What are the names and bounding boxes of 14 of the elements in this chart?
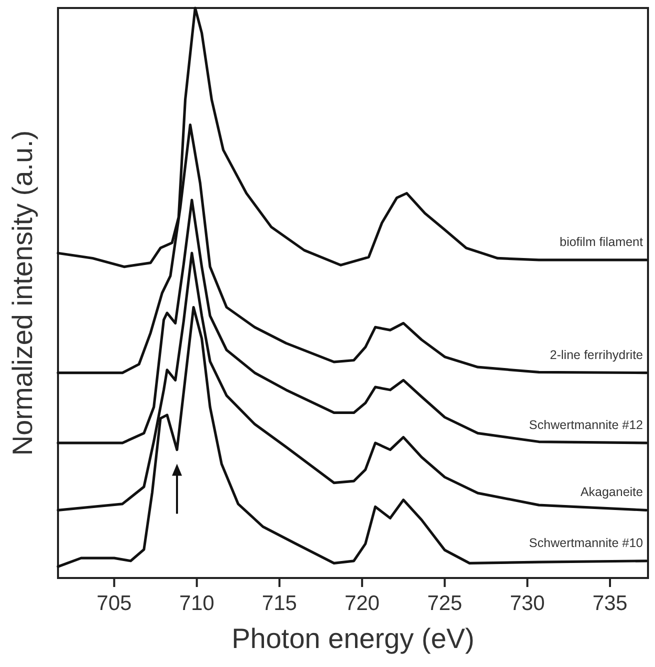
series-label: Akaganeite (580, 485, 644, 500)
y-axis-title: Normalized intensity (a.u.) (7, 130, 38, 456)
x-tick-label: 725 (427, 592, 462, 615)
x-tick-label: 720 (344, 592, 380, 615)
x-tick-label: 715 (262, 592, 297, 615)
series-label: Schwertmannite #12 (529, 418, 644, 432)
series-label: 2-line ferrihydrite (550, 348, 644, 362)
x-tick-label: 730 (510, 592, 545, 615)
x-tick-label: 705 (96, 592, 132, 615)
series-label: biofilm filament (560, 234, 644, 249)
x-tick-label: 735 (592, 592, 628, 615)
x-tick-label: 710 (179, 592, 214, 615)
series-label: Schwertmannite #10 (529, 536, 644, 550)
x-axis-title: Photon energy (eV) (232, 623, 474, 654)
